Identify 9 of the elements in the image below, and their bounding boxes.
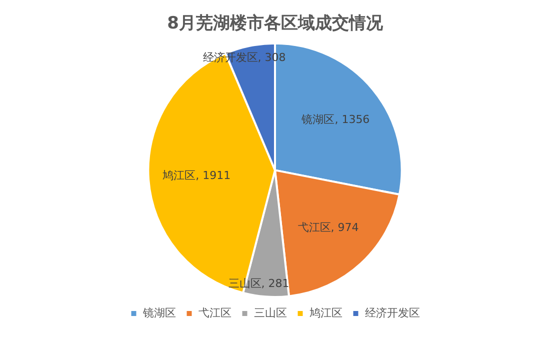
legend-label: 经济开发区 xyxy=(364,306,420,320)
legend-label: 镜湖区 xyxy=(142,306,176,320)
legend-label: 三山区 xyxy=(254,306,287,320)
data-label: 弋江区, 974 xyxy=(298,220,359,234)
chart-title: 8月芜湖楼市各区域成交情况 xyxy=(167,14,384,34)
legend-label: 弋江区 xyxy=(198,306,232,320)
legend-label: 鸠江区 xyxy=(309,306,342,320)
data-label: 鸠江区, 1911 xyxy=(162,168,231,182)
data-label: 镜湖区, 1356 xyxy=(300,113,370,126)
